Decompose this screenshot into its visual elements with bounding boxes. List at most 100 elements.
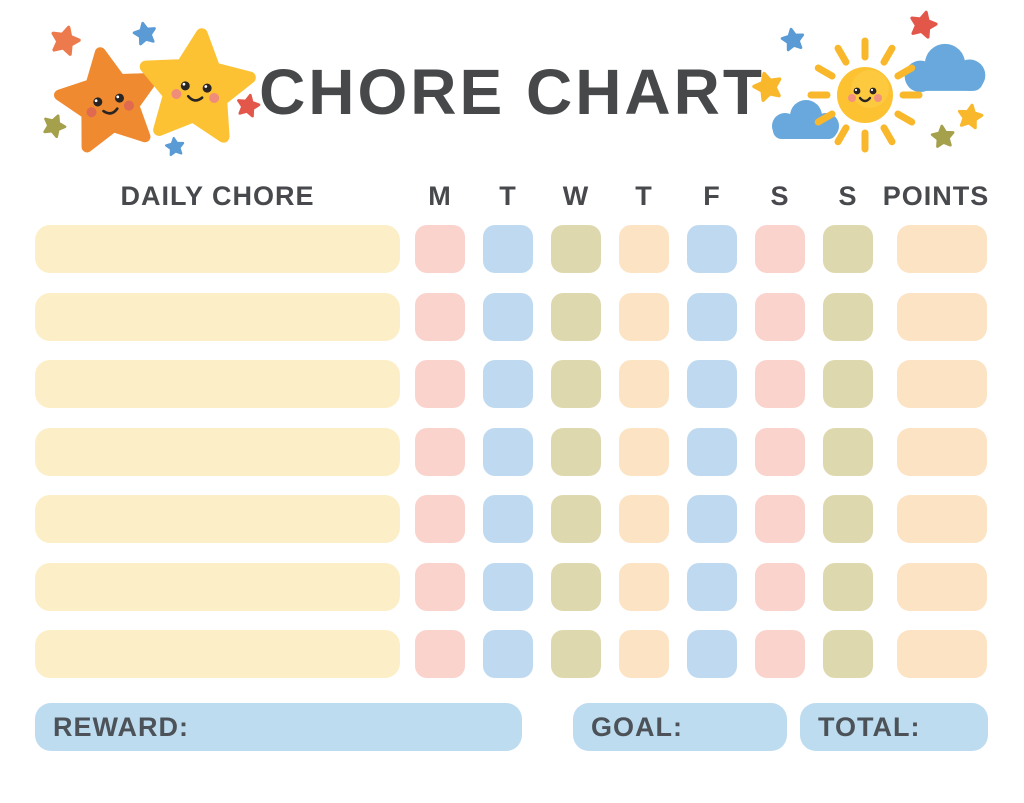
points-header: POINTS <box>882 180 990 211</box>
day-checkbox-cell-wednesday[interactable] <box>551 427 601 476</box>
day-checkbox-cell-sunday[interactable] <box>823 360 873 408</box>
day-checkbox-cell-tuesday[interactable] <box>483 360 533 408</box>
small-blue-star-icon <box>781 27 805 50</box>
chore-row-2 <box>35 292 987 341</box>
day-header-saturday: S <box>770 180 790 211</box>
day-checkbox-cell-friday[interactable] <box>687 225 737 273</box>
day-checkbox-cell-wednesday[interactable] <box>551 360 601 408</box>
chore-grid <box>35 225 987 698</box>
goal-field[interactable]: GOAL: <box>573 703 787 751</box>
points-input-cell[interactable] <box>897 427 987 476</box>
day-header-wednesday: W <box>562 180 590 211</box>
page-title: CHORE CHART <box>259 56 765 128</box>
chore-input-cell[interactable] <box>35 360 400 408</box>
reward-label: REWARD: <box>53 711 189 742</box>
day-checkbox-cell-sunday[interactable] <box>823 562 873 611</box>
chore-input-cell[interactable] <box>35 495 400 543</box>
day-checkbox-cell-saturday[interactable] <box>755 427 805 476</box>
chore-row-4 <box>35 427 987 476</box>
day-checkbox-cell-wednesday[interactable] <box>551 292 601 341</box>
day-checkbox-cell-friday[interactable] <box>687 292 737 341</box>
day-checkbox-cell-sunday[interactable] <box>823 495 873 543</box>
day-header-monday: M <box>428 180 452 211</box>
cloud-icon <box>772 100 839 139</box>
day-checkbox-cell-thursday[interactable] <box>619 360 669 408</box>
day-checkbox-cell-sunday[interactable] <box>823 225 873 273</box>
reward-field[interactable]: REWARD: <box>35 703 522 751</box>
day-checkbox-cell-tuesday[interactable] <box>483 495 533 543</box>
points-input-cell[interactable] <box>897 562 987 611</box>
day-checkbox-cell-sunday[interactable] <box>823 427 873 476</box>
day-checkbox-cell-tuesday[interactable] <box>483 225 533 273</box>
day-checkbox-cell-sunday[interactable] <box>823 630 873 678</box>
day-checkbox-cell-thursday[interactable] <box>619 292 669 341</box>
day-checkbox-cell-thursday[interactable] <box>619 630 669 678</box>
day-checkbox-cell-thursday[interactable] <box>619 427 669 476</box>
cloud-icon <box>904 43 986 93</box>
points-input-cell[interactable] <box>897 630 987 678</box>
total-label: TOTAL: <box>818 711 921 742</box>
small-red-star-icon <box>908 9 938 38</box>
small-orange-star-icon <box>49 24 81 55</box>
daily-chore-header: DAILY CHORE <box>120 180 315 211</box>
day-checkbox-cell-saturday[interactable] <box>755 630 805 678</box>
goal-label: GOAL: <box>591 711 683 742</box>
footer-row: REWARD: GOAL: TOTAL: <box>35 703 988 751</box>
points-input-cell[interactable] <box>897 360 987 408</box>
small-yellow-star-icon <box>751 70 784 102</box>
day-checkbox-cell-wednesday[interactable] <box>551 495 601 543</box>
chore-row-3 <box>35 360 987 408</box>
stars-decoration <box>30 8 280 168</box>
day-checkbox-cell-sunday[interactable] <box>823 292 873 341</box>
day-checkbox-cell-monday[interactable] <box>415 427 465 476</box>
small-olive-star-icon <box>931 125 954 147</box>
day-checkbox-cell-friday[interactable] <box>687 427 737 476</box>
day-checkbox-cell-friday[interactable] <box>687 562 737 611</box>
day-checkbox-cell-friday[interactable] <box>687 495 737 543</box>
small-blue-star-icon <box>165 137 184 156</box>
total-field[interactable]: TOTAL: <box>800 703 988 751</box>
day-checkbox-cell-tuesday[interactable] <box>483 630 533 678</box>
small-blue-star-icon <box>132 21 157 45</box>
day-checkbox-cell-monday[interactable] <box>415 495 465 543</box>
day-checkbox-cell-thursday[interactable] <box>619 495 669 543</box>
day-checkbox-cell-wednesday[interactable] <box>551 225 601 273</box>
chore-row-7 <box>35 630 987 678</box>
day-checkbox-cell-monday[interactable] <box>415 562 465 611</box>
chore-row-6 <box>35 562 987 611</box>
table-header-row: DAILY CHORE M T W T F S S POINTS <box>35 176 990 216</box>
day-checkbox-cell-wednesday[interactable] <box>551 630 601 678</box>
day-checkbox-cell-saturday[interactable] <box>755 360 805 408</box>
day-checkbox-cell-monday[interactable] <box>415 225 465 273</box>
day-checkbox-cell-monday[interactable] <box>415 360 465 408</box>
day-checkbox-cell-thursday[interactable] <box>619 225 669 273</box>
points-input-cell[interactable] <box>897 225 987 273</box>
day-checkbox-cell-saturday[interactable] <box>755 225 805 273</box>
day-checkbox-cell-saturday[interactable] <box>755 562 805 611</box>
chore-input-cell[interactable] <box>35 427 400 476</box>
small-yellow-star-icon <box>957 103 983 128</box>
day-checkbox-cell-tuesday[interactable] <box>483 292 533 341</box>
chore-input-cell[interactable] <box>35 292 400 341</box>
day-checkbox-cell-wednesday[interactable] <box>551 562 601 611</box>
day-checkbox-cell-tuesday[interactable] <box>483 562 533 611</box>
chore-input-cell[interactable] <box>35 630 400 678</box>
day-checkbox-cell-friday[interactable] <box>687 360 737 408</box>
chore-input-cell[interactable] <box>35 562 400 611</box>
points-input-cell[interactable] <box>897 292 987 341</box>
points-input-cell[interactable] <box>897 495 987 543</box>
day-checkbox-cell-monday[interactable] <box>415 630 465 678</box>
sun-clouds-decoration <box>731 5 996 153</box>
day-header-sunday: S <box>838 180 858 211</box>
day-checkbox-cell-thursday[interactable] <box>619 562 669 611</box>
day-checkbox-cell-tuesday[interactable] <box>483 427 533 476</box>
day-checkbox-cell-saturday[interactable] <box>755 292 805 341</box>
orange-star-icon <box>53 45 162 151</box>
day-checkbox-cell-monday[interactable] <box>415 292 465 341</box>
chore-row-5 <box>35 495 987 543</box>
day-checkbox-cell-saturday[interactable] <box>755 495 805 543</box>
day-checkbox-cell-friday[interactable] <box>687 630 737 678</box>
chore-input-cell[interactable] <box>35 225 400 273</box>
sun-icon <box>807 37 923 153</box>
